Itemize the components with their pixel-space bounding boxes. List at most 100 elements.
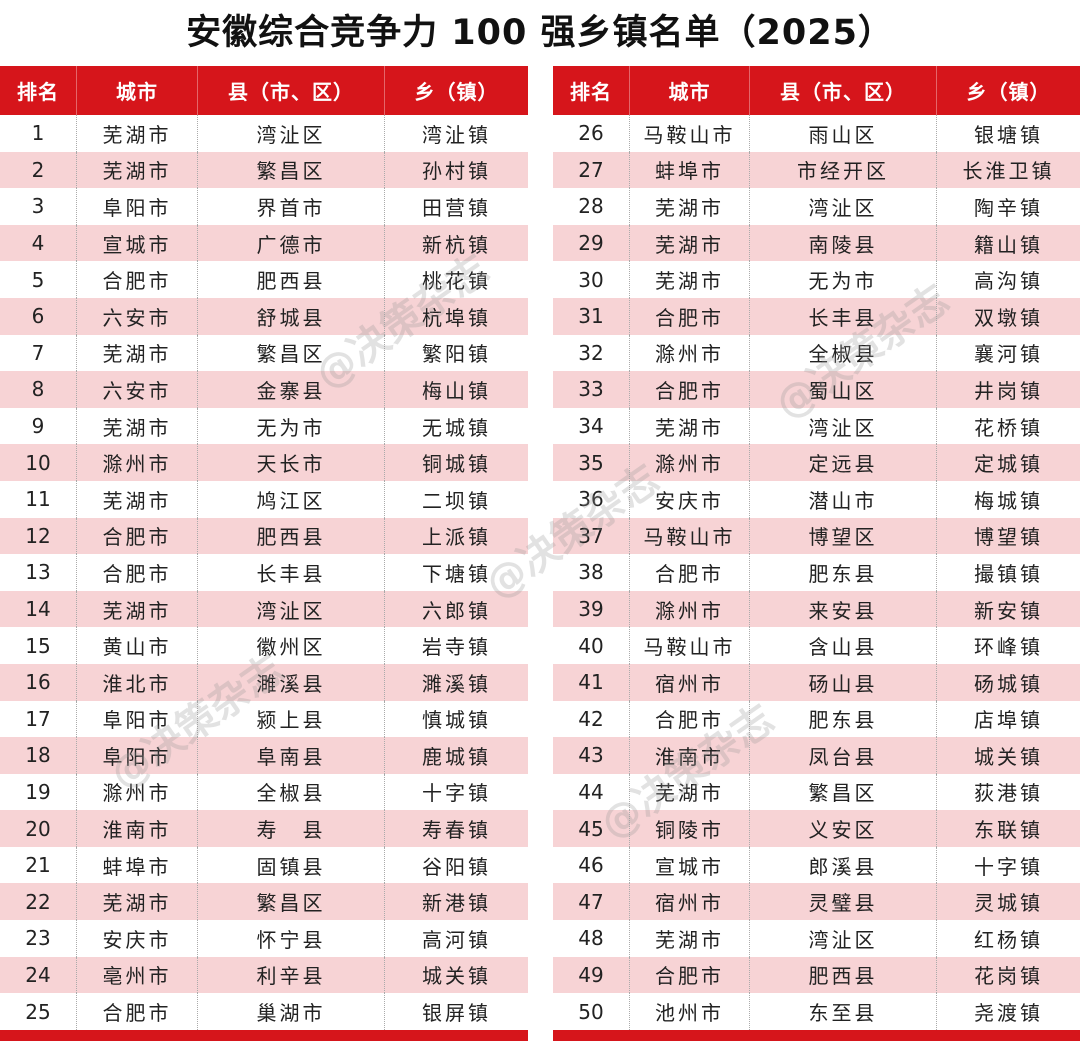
city-cell: 滁州市 [630,590,750,628]
city-cell: 芜湖市 [77,151,198,189]
town-cell: 孙村镇 [422,159,491,184]
rank-cell: 10 [0,444,77,481]
table-row: 4 宣城市 广德市 新杭镇 [0,224,528,262]
table-row: 49 合肥市 肥西县 花岗镇 [553,956,1080,994]
rank-cell: 15 [0,627,77,664]
bottom-bar-left [0,1030,528,1041]
county-cell: 繁昌区 [750,773,937,811]
town-cell: 东联镇 [974,818,1043,843]
table-row: 44 芜湖市 繁昌区 荻港镇 [553,773,1080,811]
rank-cell: 18 [0,737,77,774]
town-cell: 红杨镇 [974,927,1043,952]
town-cell: 长淮卫镇 [962,159,1055,184]
town-cell: 岩寺镇 [422,635,491,660]
city-cell: 芜湖市 [630,407,750,445]
town-cell: 湾沚镇 [422,122,491,147]
column-header: 城市 [630,66,750,115]
city-cell: 滁州市 [630,444,750,481]
town-cell: 十字镇 [974,854,1043,879]
table-row: 26 马鞍山市 雨山区 银塘镇 [553,115,1080,152]
county-cell: 湾沚区 [750,188,937,225]
table-row: 25 合肥市 巢湖市 银屏镇 [0,993,528,1030]
town-cell: 无城镇 [422,415,491,440]
town-cell: 陶辛镇 [974,195,1043,220]
town-cell: 襄河镇 [974,342,1043,367]
town-cell: 下塘镇 [422,561,491,586]
county-cell: 湾沚区 [198,590,385,628]
town-cell: 银屏镇 [422,1001,491,1026]
town-cell: 双墩镇 [974,305,1043,330]
county-cell: 含山县 [750,627,937,664]
table-row: 29 芜湖市 南陵县 籍山镇 [553,224,1080,262]
town-cell: 高河镇 [422,927,491,952]
table-row: 47 宿州市 灵璧县 灵城镇 [553,883,1080,921]
town-cell: 籍山镇 [974,232,1043,257]
city-cell: 合肥市 [77,993,198,1030]
rank-cell: 7 [0,334,77,372]
table-row: 18 阜阳市 阜南县 鹿城镇 [0,737,528,774]
town-cell: 慎城镇 [422,708,491,733]
city-cell: 铜陵市 [630,810,750,847]
page-title: 安徽综合竞争力 100 强乡镇名单（2025） [186,13,894,53]
county-cell: 怀宁县 [198,920,385,957]
rank-cell: 4 [0,224,77,262]
city-cell: 蚌埠市 [630,151,750,189]
rank-cell: 27 [553,151,630,189]
rank-cell: 25 [0,993,77,1030]
county-cell: 蜀山区 [750,371,937,408]
rank-cell: 37 [553,517,630,555]
county-cell: 潜山市 [750,480,937,518]
table-row: 11 芜湖市 鸠江区 二坝镇 [0,480,528,518]
rank-cell: 42 [553,700,630,738]
ranking-table-right: 排名 城市 县（市、区） 乡（镇） 26 马鞍山市 雨山区 银塘镇 27 蚌埠市 市经开区 长淮卫镇 2… [553,66,1080,1030]
rank-cell: 39 [553,590,630,628]
rank-cell: 35 [553,444,630,481]
county-cell: 湾沚区 [750,920,937,957]
town-cell: 砀城镇 [974,671,1043,696]
city-cell: 宿州市 [630,663,750,701]
county-cell: 长丰县 [750,297,937,335]
rank-cell: 40 [553,627,630,664]
column-header: 乡（镇） [414,80,499,104]
county-cell: 寿 县 [198,810,385,847]
city-cell: 合肥市 [630,297,750,335]
rank-cell: 24 [0,956,77,994]
table-row: 2 芜湖市 繁昌区 孙村镇 [0,151,528,189]
table-row: 16 淮北市 濉溪县 濉溪镇 [0,663,528,701]
city-cell: 黄山市 [77,627,198,664]
city-cell: 芜湖市 [77,590,198,628]
rank-cell: 11 [0,480,77,518]
city-cell: 淮南市 [77,810,198,847]
county-cell: 无为市 [198,407,385,445]
county-cell: 郎溪县 [750,846,937,884]
town-cell: 城关镇 [422,964,491,989]
rank-cell: 17 [0,700,77,738]
rank-cell: 16 [0,663,77,701]
county-cell: 徽州区 [198,627,385,664]
town-cell: 上派镇 [422,525,491,550]
rank-cell: 8 [0,371,77,408]
county-cell: 金寨县 [198,371,385,408]
city-cell: 蚌埠市 [77,846,198,884]
rank-cell: 32 [553,334,630,372]
town-cell: 二坝镇 [422,488,491,513]
rank-cell: 26 [553,115,630,152]
county-cell: 鸠江区 [198,480,385,518]
table-row: 3 阜阳市 界首市 田营镇 [0,188,528,225]
city-cell: 芜湖市 [630,773,750,811]
city-cell: 合肥市 [630,700,750,738]
county-cell: 东至县 [750,993,937,1030]
town-cell: 寿春镇 [422,818,491,843]
city-cell: 合肥市 [630,956,750,994]
county-cell: 湾沚区 [750,407,937,445]
city-cell: 池州市 [630,993,750,1030]
town-cell: 灵城镇 [974,891,1043,916]
county-cell: 天长市 [198,444,385,481]
city-cell: 合肥市 [630,554,750,591]
rank-cell: 2 [0,151,77,189]
county-cell: 义安区 [750,810,937,847]
town-cell: 六郎镇 [422,598,491,623]
table-row: 12 合肥市 肥西县 上派镇 [0,517,528,555]
city-cell: 合肥市 [630,371,750,408]
rank-cell: 31 [553,297,630,335]
